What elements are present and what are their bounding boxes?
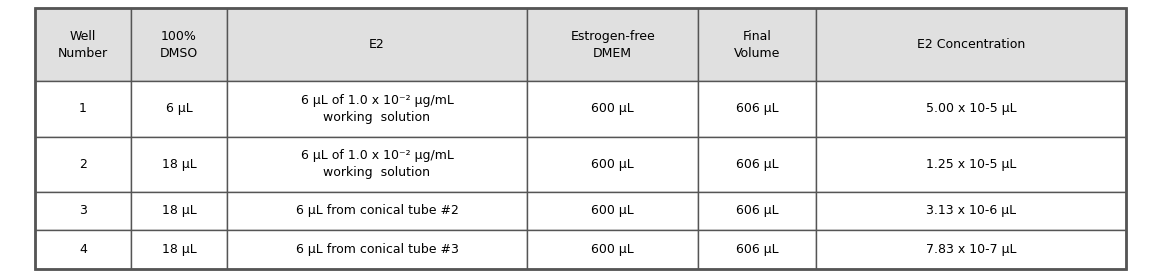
Text: 6 μL from conical tube #2: 6 μL from conical tube #2 — [296, 204, 459, 217]
Text: 6 μL of 1.0 x 10⁻² μg/mL
working  solution: 6 μL of 1.0 x 10⁻² μg/mL working solutio… — [301, 94, 454, 124]
Text: Well
Number: Well Number — [58, 30, 108, 60]
Bar — [226, 230, 527, 269]
Bar — [699, 137, 816, 192]
Bar — [527, 192, 699, 230]
Bar — [131, 192, 226, 230]
Text: 18 μL: 18 μL — [161, 158, 196, 171]
Bar — [527, 137, 699, 192]
Text: 2: 2 — [79, 158, 87, 171]
Bar — [816, 137, 1126, 192]
Text: 1: 1 — [79, 102, 87, 116]
Text: 606 μL: 606 μL — [736, 102, 779, 116]
Bar — [816, 230, 1126, 269]
Bar — [699, 192, 816, 230]
Text: 18 μL: 18 μL — [161, 243, 196, 256]
Text: 606 μL: 606 μL — [736, 158, 779, 171]
Text: 1.25 x 10-5 μL: 1.25 x 10-5 μL — [926, 158, 1016, 171]
Bar — [131, 230, 226, 269]
Text: 6 μL: 6 μL — [166, 102, 193, 116]
Text: 3.13 x 10-6 μL: 3.13 x 10-6 μL — [926, 204, 1016, 217]
Bar — [131, 8, 226, 81]
Text: E2 Concentration: E2 Concentration — [917, 39, 1025, 51]
Bar — [131, 137, 226, 192]
Bar — [131, 81, 226, 137]
Bar — [699, 230, 816, 269]
Bar — [226, 192, 527, 230]
Bar — [816, 81, 1126, 137]
Text: 4: 4 — [79, 243, 87, 256]
Text: 606 μL: 606 μL — [736, 204, 779, 217]
Bar — [527, 230, 699, 269]
Bar — [35, 81, 131, 137]
Text: 600 μL: 600 μL — [591, 158, 634, 171]
Bar — [816, 192, 1126, 230]
Bar — [226, 8, 527, 81]
Bar — [35, 230, 131, 269]
Text: E2: E2 — [369, 39, 384, 51]
Text: Estrogen-free
DMEM: Estrogen-free DMEM — [570, 30, 655, 60]
Text: Final
Volume: Final Volume — [734, 30, 780, 60]
Bar — [699, 81, 816, 137]
Text: 3: 3 — [79, 204, 87, 217]
Text: 5.00 x 10-5 μL: 5.00 x 10-5 μL — [925, 102, 1017, 116]
Bar — [226, 137, 527, 192]
Bar — [527, 8, 699, 81]
Text: 606 μL: 606 μL — [736, 243, 779, 256]
Bar — [35, 192, 131, 230]
Text: 6 μL from conical tube #3: 6 μL from conical tube #3 — [296, 243, 459, 256]
Bar — [816, 8, 1126, 81]
Bar — [35, 137, 131, 192]
Text: 18 μL: 18 μL — [161, 204, 196, 217]
Text: 100%
DMSO: 100% DMSO — [160, 30, 199, 60]
Text: 600 μL: 600 μL — [591, 204, 634, 217]
Bar — [699, 8, 816, 81]
Bar — [35, 8, 131, 81]
Text: 600 μL: 600 μL — [591, 243, 634, 256]
Text: 7.83 x 10-7 μL: 7.83 x 10-7 μL — [926, 243, 1016, 256]
Text: 600 μL: 600 μL — [591, 102, 634, 116]
Bar — [226, 81, 527, 137]
Bar — [527, 81, 699, 137]
Text: 6 μL of 1.0 x 10⁻² μg/mL
working  solution: 6 μL of 1.0 x 10⁻² μg/mL working solutio… — [301, 149, 454, 179]
